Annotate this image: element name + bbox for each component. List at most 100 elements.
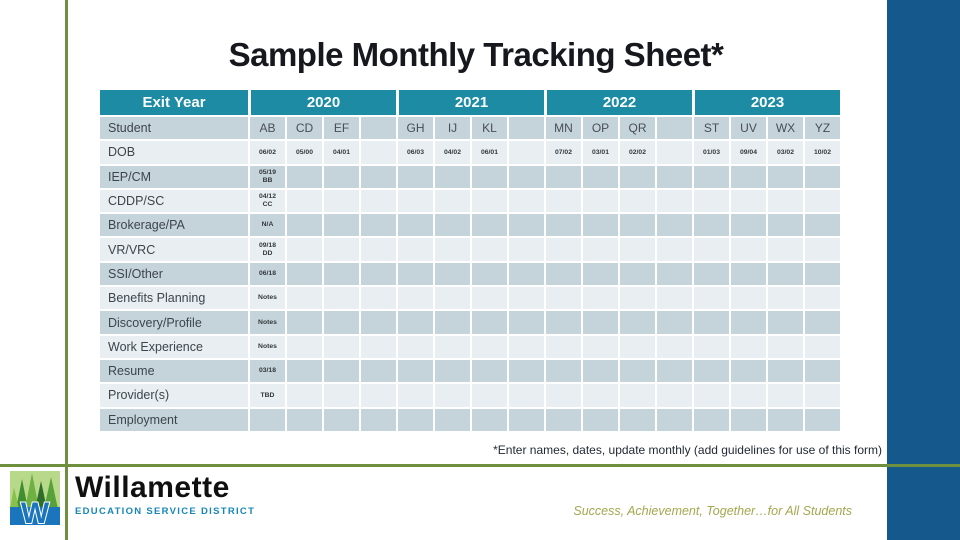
table-cell <box>694 238 729 261</box>
table-cell <box>250 408 285 431</box>
row-label: Work Experience <box>100 335 248 358</box>
table-cell: QR <box>620 117 655 140</box>
right-accent-bar <box>887 0 960 540</box>
table-cell <box>435 335 470 358</box>
table-cell: 03/02 <box>768 141 803 164</box>
table-cell <box>361 262 396 286</box>
table-row: Brokerage/PA N/A <box>100 214 840 237</box>
table-cell <box>435 287 470 310</box>
table-cell <box>805 359 840 383</box>
year-header-row: Exit Year 2020 2021 2022 2023 <box>100 90 840 115</box>
table-cell <box>361 117 396 140</box>
table-cell <box>361 165 396 188</box>
logo-subtitle: EDUCATION SERVICE DISTRICT <box>75 506 256 517</box>
table-cell <box>620 262 655 286</box>
table-cell: MN <box>546 117 581 140</box>
table-cell <box>731 214 766 237</box>
row-label: Provider(s) <box>100 384 248 407</box>
table-cell <box>805 238 840 261</box>
table-cell: 04/12 CC <box>250 189 285 213</box>
table-cell <box>509 408 544 431</box>
table-cell <box>583 214 618 237</box>
logo-wordmark: Willamette <box>75 471 230 504</box>
table-cell <box>435 262 470 286</box>
table-cell <box>620 238 655 261</box>
left-accent-line <box>65 0 68 540</box>
table-cell <box>805 214 840 237</box>
table-cell <box>768 262 803 286</box>
table-cell <box>472 384 507 407</box>
table-cell <box>657 238 692 261</box>
table-cell <box>583 262 618 286</box>
row-label: Student <box>100 117 248 140</box>
row-label: Discovery/Profile <box>100 311 248 334</box>
table-cell <box>657 262 692 286</box>
table-cell <box>657 384 692 407</box>
table-cell <box>472 408 507 431</box>
table-cell <box>509 384 544 407</box>
footnote: *Enter names, dates, update monthly (add… <box>493 443 882 457</box>
table-cell <box>546 214 581 237</box>
table-cell <box>324 359 359 383</box>
table-cell <box>546 311 581 334</box>
table-cell <box>287 408 322 431</box>
table-cell <box>324 384 359 407</box>
table-cell <box>583 311 618 334</box>
table-cell: 09/18 DD <box>250 238 285 261</box>
table-cell <box>731 238 766 261</box>
table-cell <box>472 287 507 310</box>
table-cell <box>287 214 322 237</box>
table-cell <box>324 189 359 213</box>
row-label: CDDP/SC <box>100 189 248 213</box>
table-cell: ST <box>694 117 729 140</box>
table-cell: KL <box>472 117 507 140</box>
table-cell <box>731 287 766 310</box>
table-cell <box>731 335 766 358</box>
table-cell <box>694 287 729 310</box>
table-cell <box>546 262 581 286</box>
table-cell <box>472 238 507 261</box>
table-cell <box>583 359 618 383</box>
table-cell <box>583 189 618 213</box>
table-cell <box>361 384 396 407</box>
table-cell <box>398 262 433 286</box>
table-cell: Notes <box>250 311 285 334</box>
table-cell <box>324 335 359 358</box>
table-cell <box>398 214 433 237</box>
tagline: Success, Achievement, Together…for All S… <box>573 504 852 518</box>
year-header: 2021 <box>399 90 544 115</box>
page-title: Sample Monthly Tracking Sheet* <box>228 36 724 73</box>
table-cell <box>398 408 433 431</box>
table-cell <box>694 335 729 358</box>
table-row: IEP/CM 05/19 BB <box>100 165 840 188</box>
table-cell <box>768 335 803 358</box>
table-cell <box>805 311 840 334</box>
table-cell <box>435 189 470 213</box>
table-cell: N/A <box>250 214 285 237</box>
table-cell <box>509 189 544 213</box>
table-cell <box>768 311 803 334</box>
table-cell <box>398 311 433 334</box>
table-cell <box>324 311 359 334</box>
table-cell <box>361 359 396 383</box>
table-cell <box>694 165 729 188</box>
table-cell <box>768 359 803 383</box>
table-cell: YZ <box>805 117 840 140</box>
table-cell <box>694 311 729 334</box>
table-cell <box>509 214 544 237</box>
row-label: SSI/Other <box>100 262 248 286</box>
table-cell <box>657 359 692 383</box>
table-cell <box>657 214 692 237</box>
row-label: Benefits Planning <box>100 287 248 310</box>
table-cell <box>472 335 507 358</box>
table-cell <box>768 287 803 310</box>
row-label: Employment <box>100 408 248 431</box>
table-cell <box>435 238 470 261</box>
table-cell <box>805 262 840 286</box>
table-cell <box>731 384 766 407</box>
table-cell <box>398 238 433 261</box>
table-cell: 10/02 <box>805 141 840 164</box>
table-cell <box>657 335 692 358</box>
table-row: Work Experience Notes <box>100 335 840 358</box>
table-cell <box>509 287 544 310</box>
